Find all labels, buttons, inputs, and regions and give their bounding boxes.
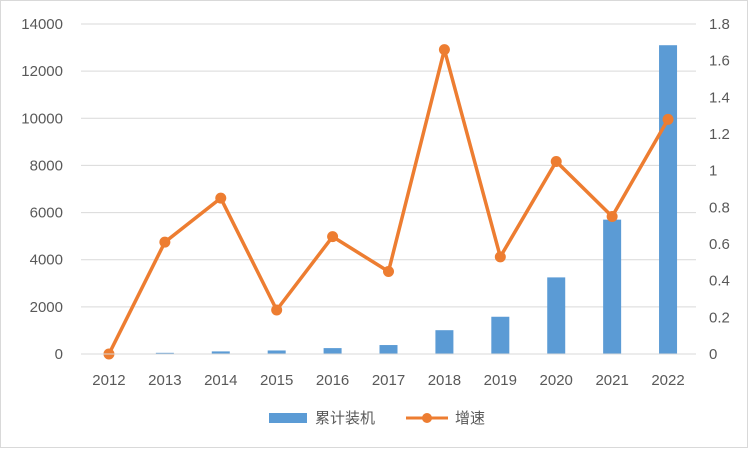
line-point: [550, 156, 562, 167]
x-tick-label: 2013: [148, 372, 181, 389]
right-y-axis: 0 0.2 0.4 0.6 0.8 1 1.2 1.4 1.6 1.8: [709, 16, 730, 363]
x-tick-label: 2018: [428, 372, 461, 389]
left-tick-label: 2000: [30, 299, 63, 316]
left-y-axis: 0 2000 4000 6000 8000 10000 12000 14000: [21, 16, 63, 363]
bar: [267, 350, 286, 354]
bar: [547, 277, 566, 354]
left-tick-label: 6000: [30, 205, 63, 222]
x-tick-label: 2022: [651, 372, 684, 389]
line-point: [383, 266, 394, 277]
left-tick-label: 4000: [30, 252, 63, 269]
bar-series: [99, 45, 678, 354]
x-tick-label: 2017: [372, 372, 405, 389]
legend-swatch-bar: [269, 413, 307, 423]
bar: [155, 352, 174, 354]
bar: [323, 348, 342, 354]
right-tick-label: 1: [709, 163, 717, 180]
x-tick-label: 2019: [484, 372, 517, 389]
right-tick-label: 0.4: [709, 273, 730, 290]
line-point: [271, 304, 283, 316]
x-axis: 2012 2013 2014 2015 2016 2017 2018 2019 2020 2021…: [81, 353, 696, 389]
right-tick-label: 1.8: [709, 16, 730, 33]
legend-swatch-marker: [422, 413, 432, 423]
x-tick-label: 2015: [260, 372, 293, 389]
x-tick-label: 2021: [595, 372, 628, 389]
right-tick-label: 1.4: [709, 89, 730, 106]
growth-line: [107, 47, 670, 355]
line-point: [327, 231, 339, 243]
right-tick-label: 0.6: [709, 236, 730, 253]
bar: [379, 345, 398, 354]
line-point: [494, 251, 506, 263]
bar: [435, 330, 454, 354]
right-tick-label: 0.2: [709, 309, 730, 326]
line-point: [606, 211, 618, 222]
left-tick-label: 10000: [21, 110, 63, 127]
bar: [603, 219, 622, 354]
line-series: [103, 44, 674, 360]
legend-label-line: 增速: [455, 409, 485, 427]
left-tick-label: 12000: [21, 63, 63, 80]
right-tick-label: 1.6: [709, 53, 730, 70]
x-tick-label: 2016: [316, 372, 349, 389]
left-tick-label: 0: [55, 346, 63, 363]
legend: 累计装机 增速: [269, 409, 485, 427]
bar: [491, 316, 510, 354]
left-tick-label: 8000: [30, 157, 63, 174]
right-tick-label: 0.8: [709, 199, 730, 216]
bar: [659, 45, 678, 354]
bar: [211, 351, 230, 354]
x-tick-label: 2020: [540, 372, 573, 389]
x-tick-label: 2012: [92, 372, 125, 389]
line-point: [215, 192, 227, 204]
left-tick-label: 14000: [21, 16, 63, 33]
x-tick-label: 2014: [204, 372, 237, 389]
legend-label-bar: 累计装机: [315, 409, 375, 427]
line-point: [159, 236, 171, 248]
right-tick-label: 0: [709, 346, 717, 363]
line-point: [662, 113, 674, 125]
line-point: [438, 44, 450, 56]
gridlines: [81, 23, 696, 355]
right-tick-label: 1.2: [709, 126, 730, 143]
